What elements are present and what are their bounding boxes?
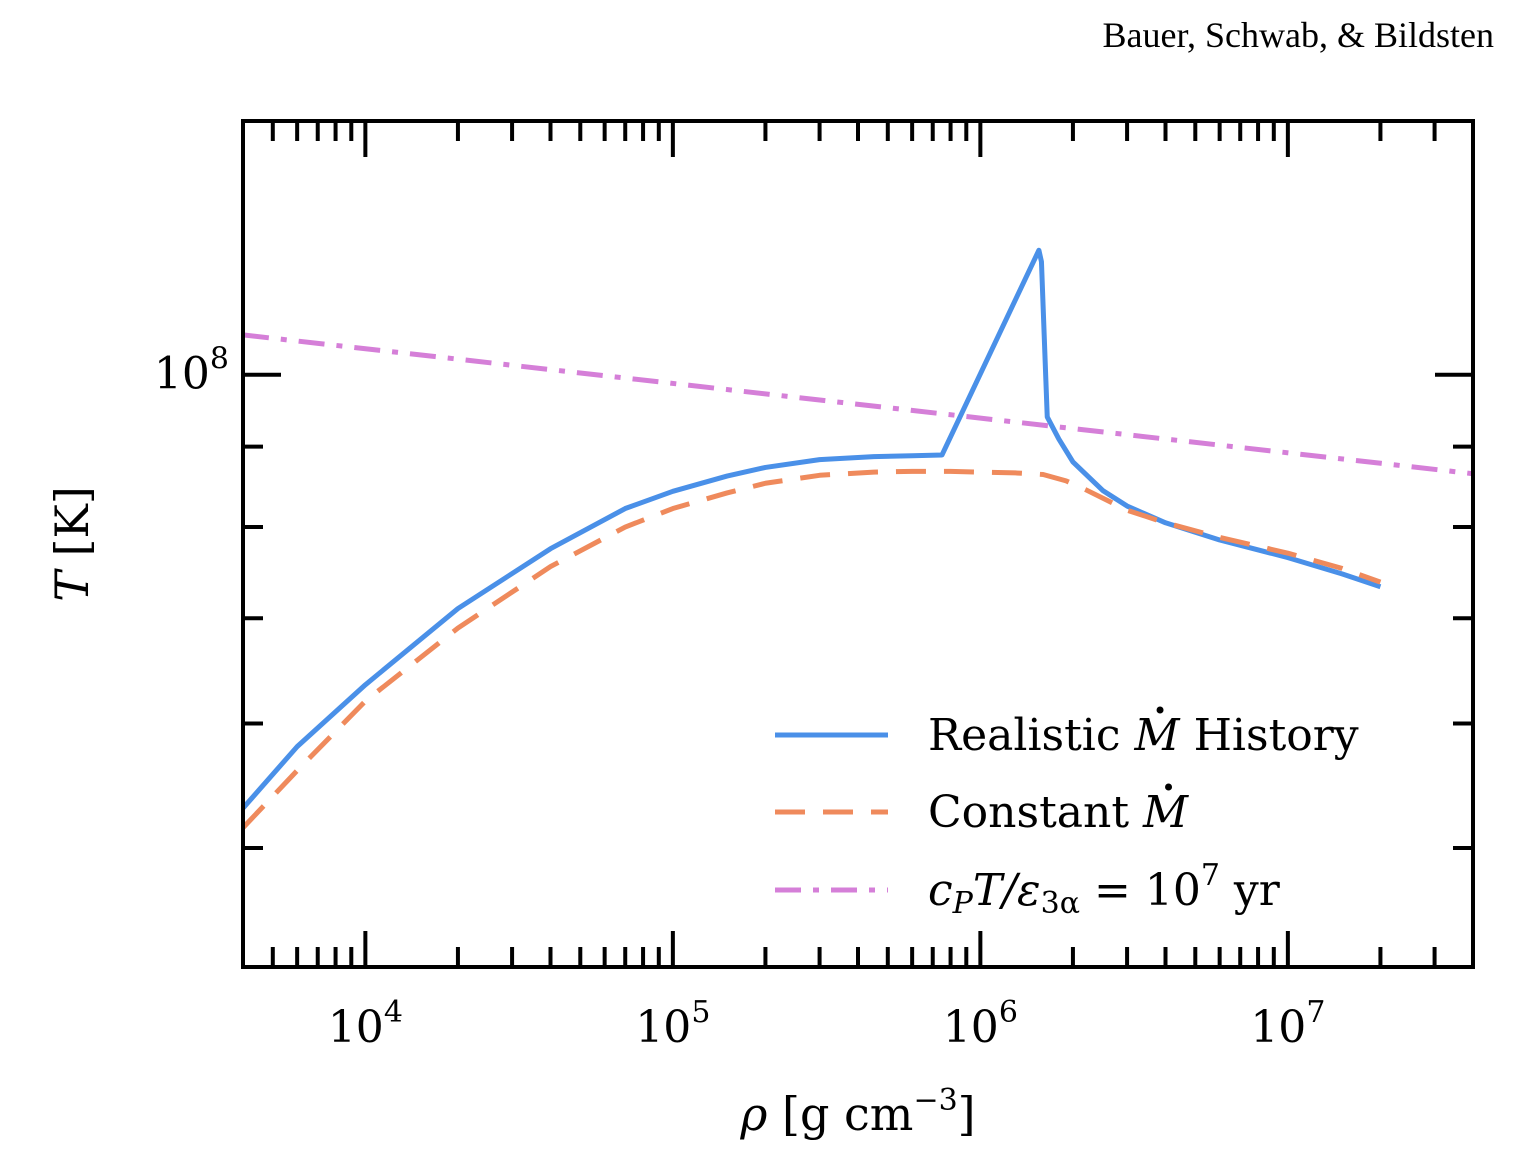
x-axis-label-exponent: −3 xyxy=(913,1083,957,1118)
author-credit: Bauer, Schwab, & Bildsten xyxy=(1102,15,1495,55)
series-line-constant xyxy=(241,468,1382,830)
series-line-realistic xyxy=(241,247,1382,810)
legend-mdot-symbol: M xyxy=(1142,787,1189,838)
x-axis-label-rho: ρ xyxy=(739,1087,767,1141)
x-axis-label-units: [g cm xyxy=(767,1087,913,1141)
y-tick-label: 108 xyxy=(154,342,229,400)
y-axis-label-t: T xyxy=(45,568,99,602)
y-axis-label: T [K] xyxy=(45,486,99,602)
series-layer xyxy=(241,247,1474,830)
x-axis-label-close: ] xyxy=(958,1087,976,1141)
chart-legend: Realistic M History Constant M cPT/ε3α =… xyxy=(775,706,1359,921)
legend-mdot-symbol: M xyxy=(1134,710,1181,761)
tick-layer xyxy=(241,121,1475,967)
x-tick-label: 105 xyxy=(635,995,710,1053)
legend-label-constant: Constant M xyxy=(928,787,1189,838)
tick-label-layer: 104 105 106 107 108 xyxy=(154,342,1326,1053)
mdot-dot xyxy=(1165,783,1173,791)
x-tick-label: 107 xyxy=(1250,995,1325,1053)
legend-label-timescale: cPT/ε3α = 107 yr xyxy=(928,858,1281,921)
x-tick-label: 104 xyxy=(328,995,403,1053)
x-axis-label: ρ [g cm−3] xyxy=(739,1083,975,1141)
mdot-dot xyxy=(1156,706,1164,714)
series-line-timescale xyxy=(242,332,1474,477)
legend-label-realistic: Realistic M History xyxy=(928,710,1359,761)
y-axis-label-unit: [K] xyxy=(45,486,99,571)
plot-frame xyxy=(241,119,1475,969)
x-tick-label: 106 xyxy=(943,995,1018,1053)
